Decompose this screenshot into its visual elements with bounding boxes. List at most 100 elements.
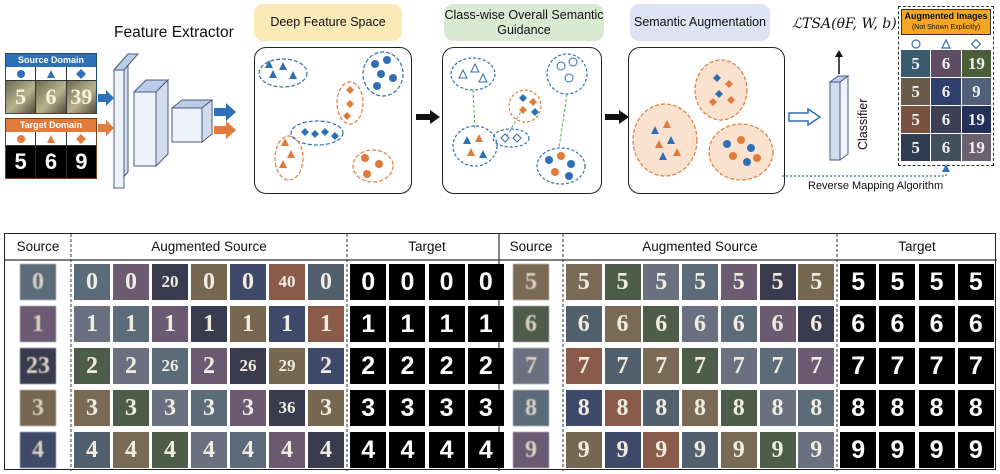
augmented-source-image: 6: [759, 306, 796, 342]
augmented-source-image: 1: [269, 306, 305, 342]
diamond-symbol: [67, 132, 96, 145]
augmented-source-image: 9: [565, 432, 602, 468]
augmented-image-tile: 6: [931, 134, 961, 161]
augmented-source-image: 3: [308, 390, 344, 426]
source-column-header: Source: [509, 239, 553, 254]
augmented-source-column-header: Augmented Source: [151, 239, 267, 254]
augmented-symbol-row: [901, 37, 991, 50]
augmented-source-image: 5: [682, 264, 718, 300]
target-domain-box: Target Domain 5 6 9: [5, 118, 97, 179]
augmented-source-image: 26: [152, 348, 188, 384]
augmented-source-column-header: Augmented Source: [642, 239, 758, 254]
to-classifier-arrow: [788, 108, 822, 126]
augmented-source-image: 8: [798, 390, 835, 426]
source-digit-image: 39: [66, 81, 96, 113]
augmented-source-image: 8: [604, 390, 641, 426]
target-image: 8: [879, 390, 916, 426]
target-column-header: Target: [408, 239, 446, 254]
source-image: 6: [513, 306, 549, 342]
deep-feature-space-panel: [254, 47, 412, 194]
triangle-symbol: [36, 67, 67, 80]
target-image: 7: [918, 348, 955, 384]
triangle-symbol: [36, 132, 67, 145]
augmented-source-image: 4: [230, 432, 266, 468]
augmented-source-image: 8: [643, 390, 680, 426]
classifier-block: [828, 75, 850, 161]
target-image: 2: [350, 348, 387, 384]
augmented-source-image: 29: [269, 348, 305, 384]
augmented-source-image: 9: [720, 432, 757, 468]
source-image: 4: [20, 432, 56, 468]
source-image: 0: [20, 264, 56, 300]
augmented-source-image: 7: [643, 348, 680, 384]
augmented-source-image: 9: [759, 432, 796, 468]
source-image-row: 5 6 39: [6, 81, 96, 113]
augmented-images-subtitle: (Not Shown Explicitly): [911, 24, 981, 31]
augmented-source-image: 0: [191, 264, 227, 300]
augmented-source-image: 9: [682, 432, 718, 468]
augmented-image-tile: 6: [931, 106, 961, 133]
target-symbol-row: [6, 132, 96, 146]
target-image: 7: [840, 348, 877, 384]
augmented-source-image: 1: [74, 306, 110, 342]
target-image: 2: [467, 348, 504, 384]
target-image: 5: [918, 264, 955, 300]
circle-symbol: [6, 132, 37, 145]
augmented-source-image: 6: [720, 306, 757, 342]
feature-extractor-label: Feature Extractor: [114, 24, 234, 41]
target-image: 0: [350, 264, 387, 300]
augmented-source-image: 6: [604, 306, 641, 342]
augmented-source-image: 2: [113, 348, 149, 384]
source-domain-box: Source Domain 5 6 39: [5, 53, 97, 114]
source-column-header: Source: [16, 239, 60, 254]
target-image: 5: [879, 264, 916, 300]
target-image: 7: [957, 348, 994, 384]
augmented-image-tile: 5: [901, 78, 931, 105]
source-image: 23: [20, 348, 56, 384]
source-digit-image: 5: [6, 81, 37, 113]
augmented-image-tile: 19: [961, 134, 991, 161]
augmented-source-image: 8: [682, 390, 718, 426]
augmented-source-image: 5: [643, 264, 680, 300]
source-image: 1: [20, 306, 56, 342]
target-image: 5: [957, 264, 994, 300]
target-image: 6: [918, 306, 955, 342]
target-image: 5: [840, 264, 877, 300]
augmented-source-image: 2: [191, 348, 227, 384]
target-image: 9: [957, 432, 994, 468]
target-digit-image: 5: [6, 146, 37, 178]
augmented-source-image: 5: [565, 264, 602, 300]
augmented-source-image: 6: [798, 306, 835, 342]
circle-outline-symbol: [901, 37, 931, 50]
augmented-source-image: 3: [113, 390, 149, 426]
augmented-image-tile: 5: [901, 50, 931, 77]
augmented-source-image: 40: [269, 264, 305, 300]
source-symbol-row: [6, 67, 96, 81]
semantic-augmentation-title: Semantic Augmentation: [630, 4, 770, 41]
augmented-image-tile: 6: [931, 78, 961, 105]
source-domain-title: Source Domain: [6, 54, 96, 67]
target-image: 0: [428, 264, 465, 300]
feature-extractor-network: [98, 52, 236, 190]
source-image: 5: [513, 264, 549, 300]
augmented-source-image: 1: [152, 306, 188, 342]
target-domain-title: Target Domain: [6, 119, 96, 132]
augmented-images-header: Augmented Images (Not Shown Explicitly): [901, 9, 991, 35]
loss-arrow: [835, 50, 843, 74]
augmented-source-image: 4: [74, 432, 110, 468]
augmented-source-image: 3: [152, 390, 188, 426]
target-digit-image: 9: [66, 146, 96, 178]
target-image: 8: [918, 390, 955, 426]
augmented-images-box: Augmented Images (Not Shown Explicitly) …: [898, 6, 994, 166]
guided-clusters: [450, 53, 588, 185]
augmented-source-image: 20: [152, 264, 188, 300]
target-image: 9: [840, 432, 877, 468]
target-image: 4: [389, 432, 426, 468]
augmented-images-title: Augmented Images: [904, 11, 988, 21]
target-image: 9: [918, 432, 955, 468]
triangle-outline-symbol: [931, 37, 961, 50]
augmented-source-image: 0: [230, 264, 266, 300]
augmented-source-image: 1: [308, 306, 344, 342]
augmented-source-image: 0: [308, 264, 344, 300]
augmented-source-image: 4: [308, 432, 344, 468]
